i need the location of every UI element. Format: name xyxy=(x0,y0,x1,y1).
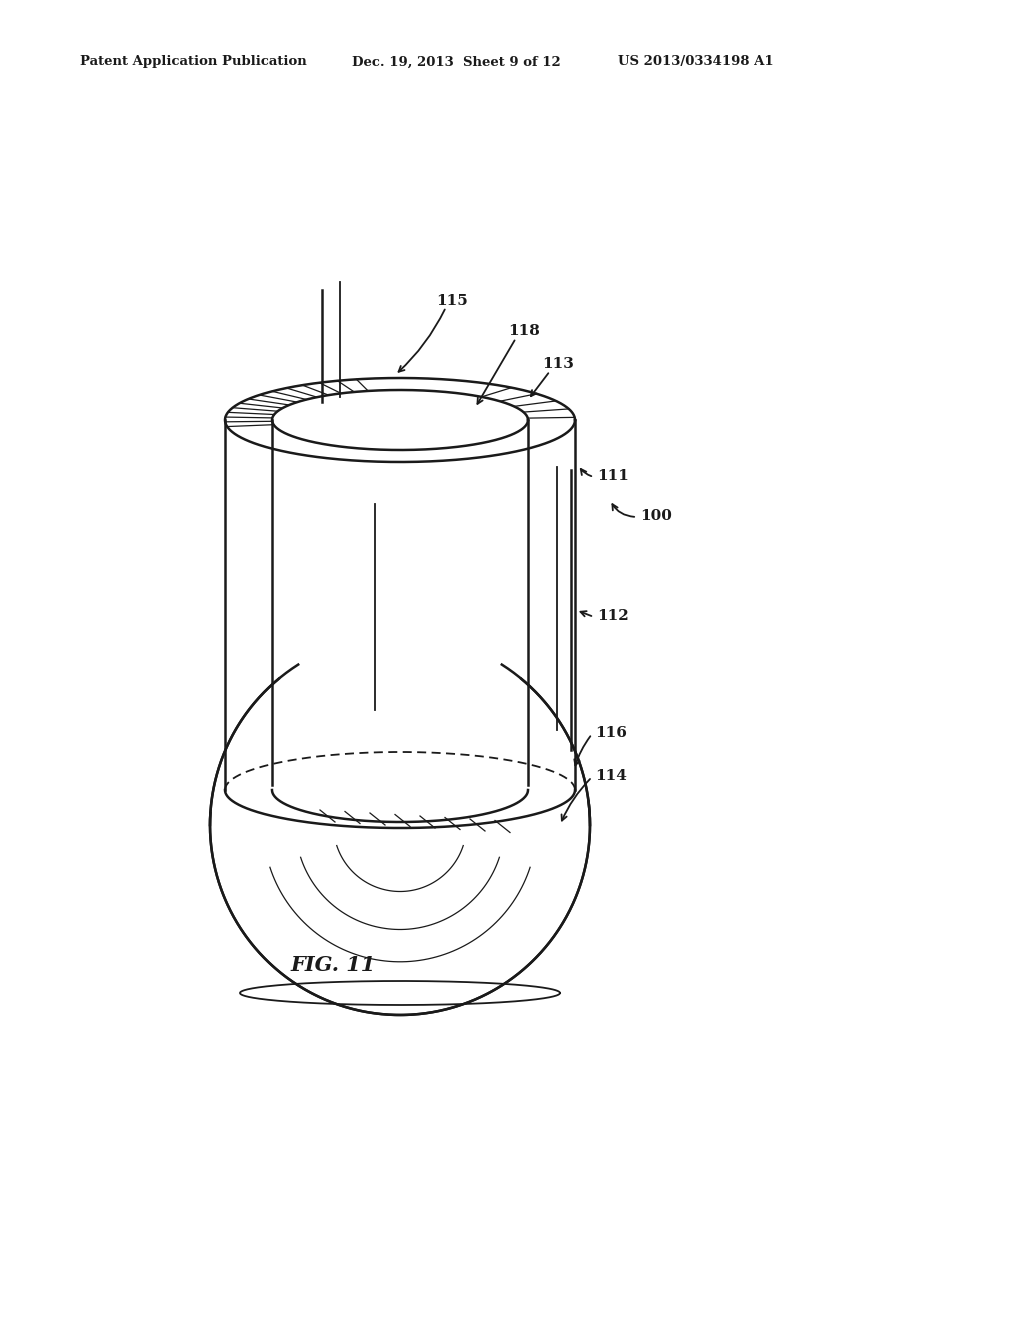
Text: US 2013/0334198 A1: US 2013/0334198 A1 xyxy=(618,55,773,69)
Text: 116: 116 xyxy=(595,726,627,741)
Text: 100: 100 xyxy=(640,510,672,523)
Text: 112: 112 xyxy=(597,609,629,623)
Text: Dec. 19, 2013  Sheet 9 of 12: Dec. 19, 2013 Sheet 9 of 12 xyxy=(352,55,561,69)
Text: 111: 111 xyxy=(597,469,629,483)
Text: FIG. 11: FIG. 11 xyxy=(290,954,375,975)
Text: 118: 118 xyxy=(508,323,540,338)
Text: Patent Application Publication: Patent Application Publication xyxy=(80,55,307,69)
Text: 115: 115 xyxy=(436,294,468,308)
Text: 113: 113 xyxy=(542,356,573,371)
Text: 114: 114 xyxy=(595,770,627,783)
